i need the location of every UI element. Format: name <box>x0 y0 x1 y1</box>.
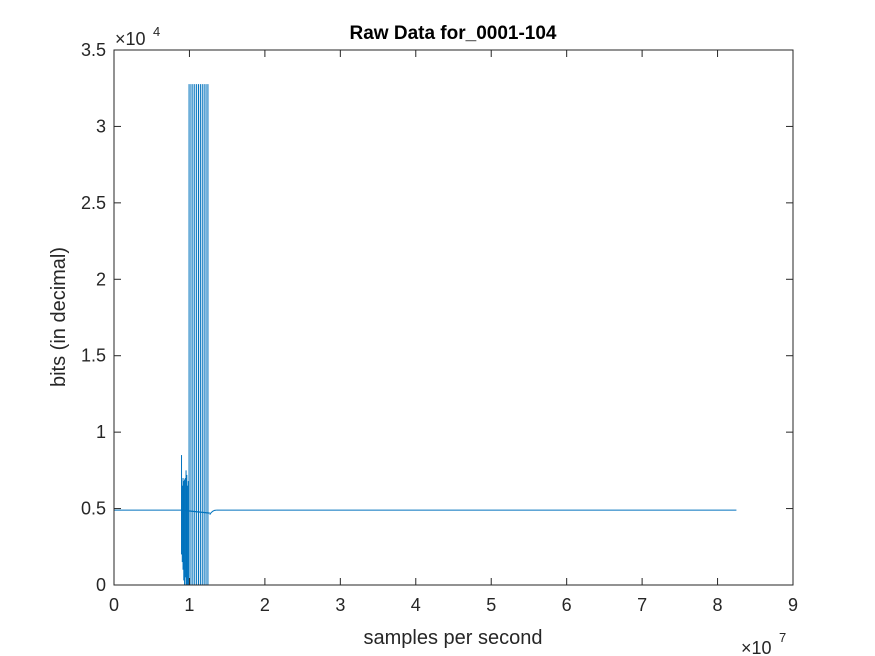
y-tick-label-3: 1.5 <box>81 346 106 366</box>
x-tick-label-4: 4 <box>411 595 421 615</box>
y-tick-labels: 0 0.5 1 1.5 2 2.5 3 3.5 <box>81 40 106 595</box>
y-multiplier-exponent: 4 <box>153 24 160 39</box>
x-tick-label-0: 0 <box>109 595 119 615</box>
x-axis-label: samples per second <box>364 627 543 649</box>
y-axis-multiplier: ×10 4 <box>115 24 160 49</box>
y-axis-label: bits (in decimal) <box>48 247 70 387</box>
axes-box <box>113 49 794 586</box>
x-tick-label-8: 8 <box>713 595 723 615</box>
x-tick-label-9: 9 <box>788 595 798 615</box>
y-tick-label-7: 3.5 <box>81 40 106 60</box>
x-tick-label-7: 7 <box>637 595 647 615</box>
x-multiplier-base: ×10 <box>741 638 772 656</box>
x-tick-label-1: 1 <box>184 595 194 615</box>
x-tick-labels: 0 1 2 3 4 5 6 7 8 9 <box>109 595 798 615</box>
ticks-layer <box>113 49 794 586</box>
x-tick-label-6: 6 <box>562 595 572 615</box>
y-tick-label-5: 2.5 <box>81 193 106 213</box>
y-tick-label-6: 3 <box>96 116 106 136</box>
y-tick-label-4: 2 <box>96 269 106 289</box>
y-tick-label-2: 1 <box>96 422 106 442</box>
x-tick-label-5: 5 <box>486 595 496 615</box>
y-multiplier-base: ×10 <box>115 29 146 49</box>
y-tick-label-1: 0.5 <box>81 499 106 519</box>
x-multiplier-exponent: 7 <box>779 630 786 645</box>
chart-title: Raw Data for_0001-104 <box>350 23 557 44</box>
x-axis-multiplier: ×10 7 <box>741 630 786 656</box>
y-tick-label-0: 0 <box>96 575 106 595</box>
x-tick-label-3: 3 <box>335 595 345 615</box>
series-0-baseline-burst <box>181 509 210 514</box>
x-tick-label-2: 2 <box>260 595 270 615</box>
series-0-recovery <box>209 509 217 515</box>
series-layer <box>114 84 737 585</box>
